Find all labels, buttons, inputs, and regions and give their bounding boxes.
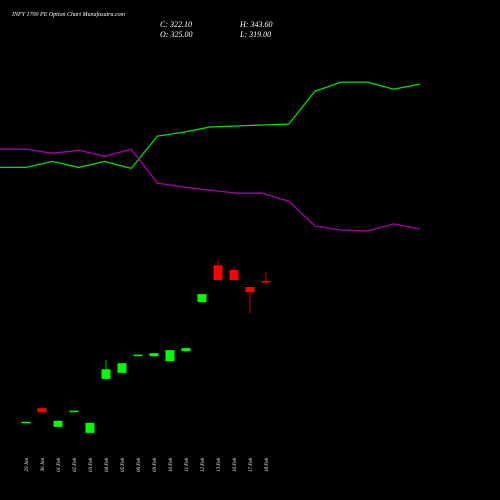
candle-body — [197, 294, 207, 303]
candle-body — [85, 422, 95, 433]
low-label: L: 319.00 — [239, 30, 271, 39]
x-tick-label: 10 Feb — [169, 458, 174, 473]
candle-body — [213, 265, 223, 280]
x-tick-label: 18 Feb — [265, 458, 270, 473]
candle-body — [133, 354, 143, 357]
close-label: C: 322.10 — [160, 20, 192, 29]
chart-title: INFY 1700 PE Option Chart Munafasutra.co… — [11, 11, 126, 18]
x-tick-label: 12 Feb — [201, 458, 206, 473]
x-tick-label: 06 Feb — [137, 458, 142, 473]
candle-body — [181, 348, 191, 352]
x-tick-label: 04 Feb — [105, 458, 110, 473]
x-tick-label: 11 Feb — [185, 458, 190, 472]
high-label: H: 343.60 — [239, 20, 272, 29]
x-tick-label: 13 Feb — [217, 458, 222, 473]
candle-body — [165, 350, 175, 362]
candle-body — [245, 287, 255, 293]
x-tick-label: 30 Jan — [41, 458, 46, 472]
candle-body — [69, 410, 79, 413]
candle-body — [53, 420, 63, 427]
x-tick-label: 29 Jan — [25, 458, 30, 472]
candle-body — [21, 421, 31, 424]
candle-body — [117, 363, 127, 373]
candle-body — [149, 353, 159, 357]
indicator-line — [0, 81, 421, 170]
x-tick-label: 05 Feb — [121, 458, 126, 473]
x-tick-label: 09 Feb — [153, 458, 158, 473]
x-tick-label: 02 Feb — [73, 458, 78, 473]
candle-body — [229, 269, 239, 280]
x-tick-label: 03 Feb — [89, 458, 94, 473]
candle-body — [37, 408, 47, 413]
open-label: O: 325.00 — [160, 30, 192, 39]
x-tick-label: 16 Feb — [233, 458, 238, 473]
x-tick-label: 01 Feb — [57, 458, 62, 473]
indicator-line — [0, 148, 421, 232]
candle-body — [261, 280, 271, 283]
x-tick-label: 17 Feb — [249, 458, 254, 473]
candle-body — [101, 369, 111, 379]
